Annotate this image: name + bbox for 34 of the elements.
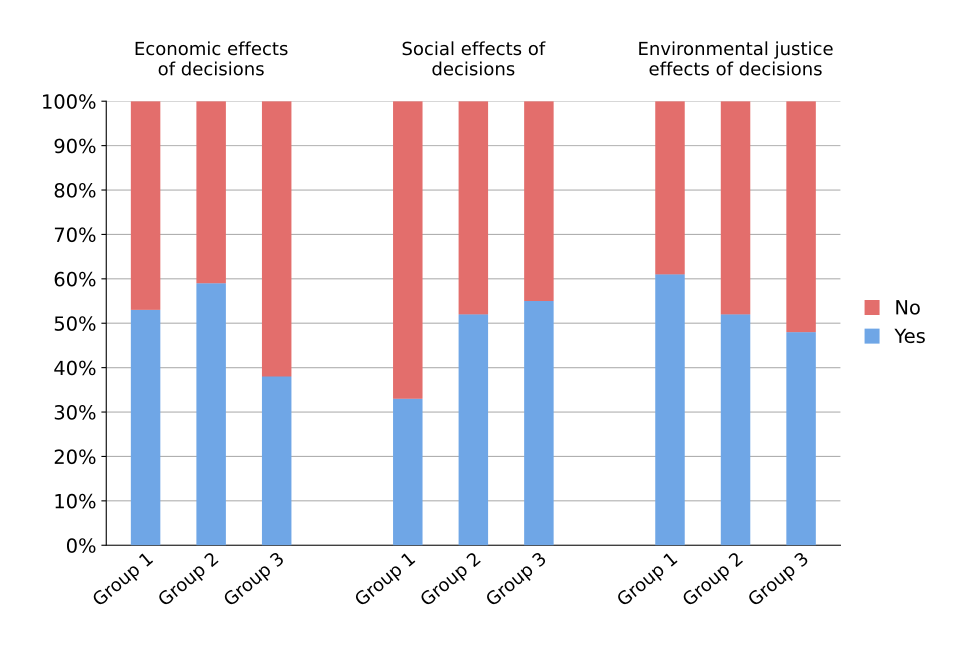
bar <box>458 101 488 314</box>
y-tick-label: 0% <box>66 538 96 553</box>
y-tick-label: 90% <box>54 138 96 154</box>
y-tick-label: 10% <box>55 494 96 509</box>
bar <box>393 101 423 399</box>
y-tick-label: 20% <box>54 449 96 464</box>
bar <box>458 314 488 546</box>
text: Environmental justice effects of decisions <box>639 41 833 76</box>
bar <box>786 101 816 332</box>
bar <box>196 101 226 284</box>
y-tick-label: 50% <box>54 316 96 331</box>
legend-label: No <box>896 300 920 315</box>
bar <box>655 101 685 274</box>
y-tick-label: 100% <box>43 94 96 109</box>
bar <box>655 274 685 546</box>
y-tick-label: 40% <box>54 360 96 376</box>
bar <box>720 314 750 546</box>
bar <box>262 101 292 377</box>
bar <box>524 301 554 546</box>
bar <box>720 101 750 314</box>
bar <box>130 101 160 310</box>
legend-label: Yes <box>894 328 925 344</box>
y-tick-label: 60% <box>54 272 96 286</box>
bar <box>393 398 423 546</box>
bar <box>786 332 816 546</box>
text: Social effects of decisions <box>402 41 546 76</box>
y-tick-label: 80% <box>54 182 96 198</box>
bar <box>524 101 554 302</box>
bar <box>130 310 160 546</box>
bar <box>262 376 292 546</box>
text: Economic effects of decisions <box>136 41 288 76</box>
y-tick-label: 70% <box>54 227 96 242</box>
bar <box>196 283 226 546</box>
y-tick-label: 30% <box>54 405 96 420</box>
